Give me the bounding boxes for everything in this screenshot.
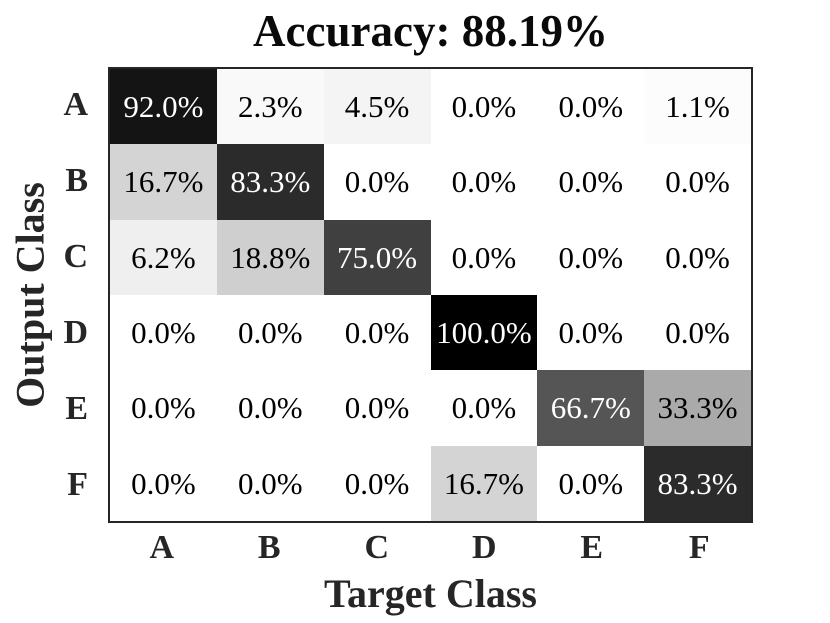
matrix-cell-DA: 0.0% <box>110 295 217 371</box>
matrix-cell-DF: 0.0% <box>644 295 751 371</box>
row-label-A: A <box>63 86 88 123</box>
matrix-cell-AB: 2.3% <box>216 69 324 145</box>
matrix-cell-BF: 0.0% <box>644 144 751 220</box>
col-label-A: A <box>149 529 175 566</box>
matrix-cell-FE: 0.0% <box>537 445 645 521</box>
matrix-cell-EE: 66.7% <box>537 370 645 446</box>
col-label-F: F <box>688 529 710 566</box>
col-labels: A B C D E F <box>108 527 753 569</box>
matrix-cell-EA: 0.0% <box>110 370 217 446</box>
row-label-E: E <box>65 390 88 427</box>
matrix-cell-BC: 0.0% <box>323 144 431 220</box>
matrix-cell-EB: 0.0% <box>216 370 324 446</box>
matrix-cell-CA: 6.2% <box>110 219 217 295</box>
matrix-cell-DD: 100.0% <box>430 295 538 371</box>
matrix-cell-FF: 83.3% <box>644 445 751 521</box>
chart-title: Accuracy: 88.19% <box>253 6 608 56</box>
matrix-cell-FD: 16.7% <box>430 445 538 521</box>
matrix-cell-DE: 0.0% <box>537 295 645 371</box>
matrix-cell-FC: 0.0% <box>323 445 431 521</box>
matrix-cell-FA: 0.0% <box>110 445 217 521</box>
row-label-D: D <box>63 314 88 351</box>
col-label-E: E <box>580 529 604 566</box>
matrix-cell-EC: 0.0% <box>323 370 431 446</box>
x-axis-label: Target Class <box>324 570 537 616</box>
matrix-cell-DB: 0.0% <box>216 295 324 371</box>
matrix-cell-BE: 0.0% <box>537 144 645 220</box>
row-label-C: C <box>63 238 88 275</box>
matrix-cell-AC: 4.5% <box>323 69 431 145</box>
matrix-cell-AE: 0.0% <box>537 69 645 145</box>
matrix-cell-FB: 0.0% <box>216 445 324 521</box>
matrix-plot-area: 92.0% 2.3% 4.5% 0.0% 0.0% 1.1% 16.7% 83.3% 0.0% 0… <box>108 67 753 523</box>
matrix-cell-EF: 33.3% <box>644 370 751 446</box>
matrix-cell-CB: 18.8% <box>216 219 324 295</box>
matrix-cell-BA: 16.7% <box>110 144 217 220</box>
matrix-cell-AF: 1.1% <box>644 69 751 145</box>
matrix-cell-ED: 0.0% <box>430 370 538 446</box>
matrix-cell-CF: 0.0% <box>644 219 751 295</box>
matrix-cell-CC: 75.0% <box>323 219 431 295</box>
matrix-cell-AD: 0.0% <box>430 69 538 145</box>
col-label-D: D <box>471 529 497 566</box>
matrix-cell-CE: 0.0% <box>537 219 645 295</box>
row-label-F: F <box>67 466 88 503</box>
col-label-B: B <box>257 529 281 566</box>
col-label-C: C <box>364 529 390 566</box>
row-label-B: B <box>65 162 88 199</box>
matrix-cell-DC: 0.0% <box>323 295 431 371</box>
row-labels: A B C D E F <box>0 67 100 523</box>
matrix-cell-AA: 92.0% <box>110 69 217 145</box>
matrix-cell-BB: 83.3% <box>216 144 324 220</box>
matrix-cell-CD: 0.0% <box>430 219 538 295</box>
matrix-cell-BD: 0.0% <box>430 144 538 220</box>
